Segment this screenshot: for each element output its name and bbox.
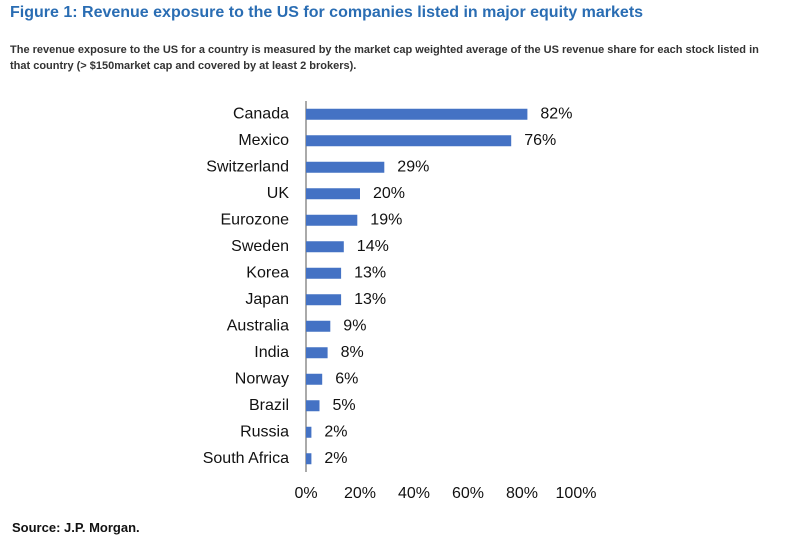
category-label: Russia xyxy=(240,423,289,440)
category-label: Japan xyxy=(245,291,289,308)
category-label: Norway xyxy=(235,370,289,387)
value-label: 14% xyxy=(357,238,389,255)
category-label: Sweden xyxy=(231,238,289,255)
x-tick-label: 60% xyxy=(452,485,484,502)
bar-eurozone xyxy=(306,214,358,226)
value-labels: 82% 76% 29% 20% 19% 14% 13% 13% 9% 8% 6% 5% 2% 2% xyxy=(324,105,572,467)
value-label: 19% xyxy=(370,211,402,228)
bar-uk xyxy=(306,188,360,200)
value-label: 29% xyxy=(397,158,429,175)
bar-russia xyxy=(306,426,312,438)
category-label: South Africa xyxy=(203,450,289,467)
bar-japan xyxy=(306,294,342,306)
value-label: 8% xyxy=(341,344,364,361)
x-axis-ticks: 0% 20% 40% 60% 80% 100% xyxy=(294,485,596,502)
bars-group xyxy=(306,108,528,465)
value-label: 6% xyxy=(335,370,358,387)
value-label: 9% xyxy=(343,317,366,334)
value-label: 20% xyxy=(373,185,405,202)
bar-south-africa xyxy=(306,453,312,465)
category-label: Australia xyxy=(227,317,289,334)
value-label: 2% xyxy=(324,450,347,467)
figure-title: Figure 1: Revenue exposure to the US for… xyxy=(10,4,644,21)
value-label: 5% xyxy=(333,397,356,414)
value-label: 2% xyxy=(324,423,347,440)
bar-canada xyxy=(306,108,528,120)
bar-sweden xyxy=(306,241,344,253)
bar-india xyxy=(306,347,328,359)
category-labels: Canada Mexico Switzerland UK Eurozone Sweden K… xyxy=(203,105,290,467)
figure-source: Source: J.P. Morgan. xyxy=(12,520,140,535)
category-label: Eurozone xyxy=(221,211,290,228)
category-label: India xyxy=(254,344,289,361)
category-label: Canada xyxy=(233,105,289,122)
bar-korea xyxy=(306,267,342,279)
x-tick-label: 40% xyxy=(398,485,430,502)
value-label: 13% xyxy=(354,264,386,281)
category-label: Switzerland xyxy=(206,158,289,175)
category-label: Mexico xyxy=(238,132,289,149)
x-tick-label: 100% xyxy=(556,485,597,502)
x-tick-label: 80% xyxy=(506,485,538,502)
value-label: 82% xyxy=(540,105,572,122)
category-label: Brazil xyxy=(249,397,289,414)
x-tick-label: 0% xyxy=(294,485,317,502)
bar-australia xyxy=(306,320,331,332)
bar-norway xyxy=(306,373,323,385)
category-label: UK xyxy=(267,185,290,202)
bar-switzerland xyxy=(306,161,385,173)
bar-mexico xyxy=(306,135,512,147)
figure-subtitle: The revenue exposure to the US for a cou… xyxy=(10,44,759,72)
category-label: Korea xyxy=(246,264,289,281)
value-label: 76% xyxy=(524,132,556,149)
x-tick-label: 20% xyxy=(344,485,376,502)
value-label: 13% xyxy=(354,291,386,308)
bar-brazil xyxy=(306,400,320,412)
